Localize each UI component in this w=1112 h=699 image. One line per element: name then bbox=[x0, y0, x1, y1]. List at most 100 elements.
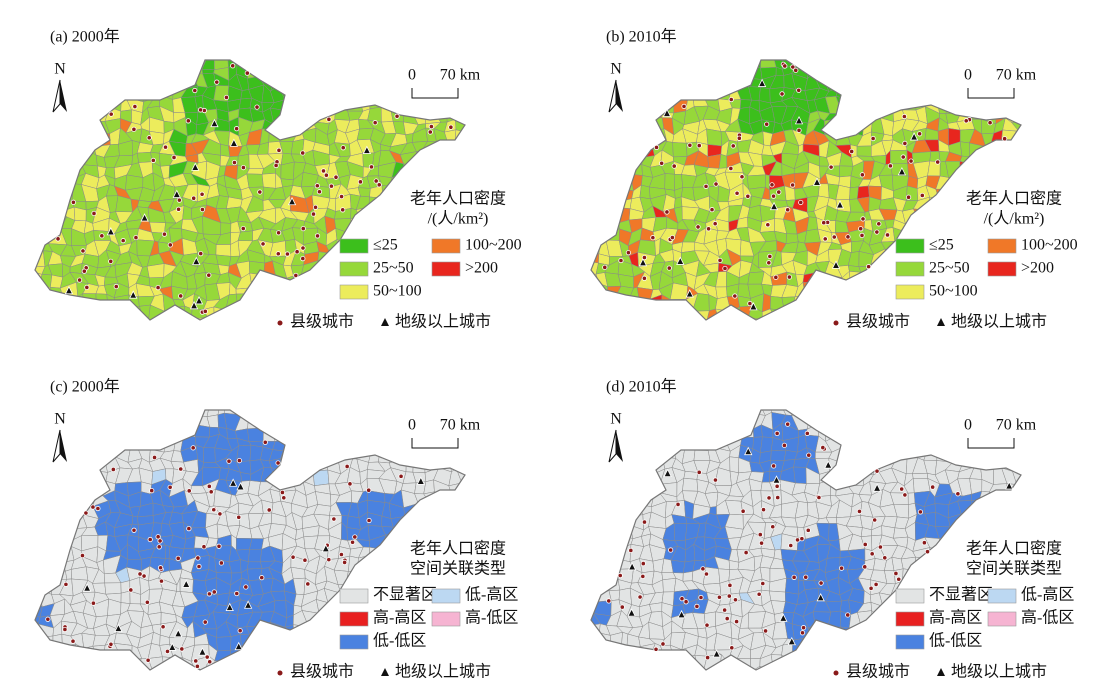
district bbox=[591, 455, 601, 473]
district bbox=[802, 318, 817, 320]
district bbox=[371, 567, 384, 580]
district bbox=[647, 63, 665, 81]
district bbox=[318, 61, 331, 82]
district bbox=[424, 526, 440, 541]
county-city bbox=[202, 308, 208, 314]
district bbox=[295, 417, 310, 428]
district bbox=[861, 410, 874, 420]
district bbox=[357, 570, 374, 584]
district bbox=[922, 656, 942, 670]
district bbox=[237, 230, 253, 242]
district bbox=[973, 457, 981, 469]
district bbox=[367, 424, 382, 438]
district bbox=[949, 423, 962, 441]
scale-bar bbox=[967, 438, 1015, 449]
district bbox=[591, 98, 599, 112]
district bbox=[478, 528, 495, 541]
district bbox=[849, 63, 864, 82]
county-city bbox=[376, 182, 382, 188]
legend-prefecture: 地级以上城市 bbox=[395, 313, 491, 331]
district bbox=[478, 634, 492, 648]
county-city bbox=[704, 622, 710, 628]
district bbox=[647, 410, 665, 415]
district bbox=[84, 468, 99, 485]
district bbox=[641, 410, 654, 415]
district bbox=[423, 514, 437, 530]
district bbox=[502, 492, 517, 508]
district bbox=[51, 570, 68, 580]
district bbox=[505, 87, 517, 97]
district bbox=[235, 317, 254, 320]
district bbox=[627, 112, 644, 125]
county-city bbox=[338, 193, 345, 200]
county-city bbox=[803, 574, 809, 580]
district bbox=[35, 445, 42, 460]
district bbox=[38, 635, 54, 649]
district bbox=[849, 438, 865, 447]
legend-label: >200 bbox=[1021, 260, 1054, 277]
district bbox=[850, 293, 860, 311]
county-city bbox=[259, 575, 265, 581]
district bbox=[118, 60, 132, 67]
district bbox=[615, 118, 632, 134]
county-city bbox=[217, 511, 223, 517]
district bbox=[446, 252, 463, 263]
county-city bbox=[290, 554, 296, 560]
district bbox=[592, 549, 612, 557]
district bbox=[696, 428, 706, 442]
district bbox=[684, 68, 696, 81]
district bbox=[356, 668, 371, 670]
district bbox=[591, 161, 601, 181]
district bbox=[642, 128, 653, 147]
district bbox=[356, 436, 372, 453]
district bbox=[885, 286, 895, 297]
district bbox=[1035, 414, 1050, 426]
county-city bbox=[198, 251, 204, 257]
district bbox=[357, 417, 374, 431]
district bbox=[682, 316, 698, 320]
scale-end: 70 km bbox=[996, 417, 1037, 434]
district bbox=[806, 308, 819, 320]
district bbox=[51, 561, 66, 572]
district bbox=[312, 80, 332, 90]
county-city bbox=[712, 477, 719, 483]
county-city bbox=[113, 283, 119, 290]
district bbox=[37, 513, 57, 528]
district bbox=[435, 637, 449, 648]
county-city bbox=[230, 63, 236, 69]
district bbox=[37, 554, 54, 573]
district bbox=[922, 412, 943, 428]
district bbox=[118, 63, 132, 80]
county-city bbox=[99, 233, 105, 239]
district bbox=[36, 133, 56, 147]
district bbox=[591, 252, 600, 264]
county-city bbox=[818, 580, 824, 586]
district bbox=[637, 426, 653, 441]
district bbox=[879, 60, 895, 64]
district bbox=[980, 440, 993, 453]
district bbox=[937, 435, 951, 451]
district bbox=[892, 60, 904, 69]
district bbox=[770, 449, 787, 461]
district bbox=[356, 653, 371, 670]
district bbox=[489, 648, 503, 662]
district bbox=[882, 96, 896, 114]
district bbox=[1059, 253, 1070, 264]
district bbox=[59, 456, 75, 472]
district bbox=[663, 671, 675, 684]
scale-bar bbox=[411, 88, 459, 99]
district bbox=[458, 489, 465, 503]
district bbox=[661, 75, 677, 93]
district bbox=[592, 516, 608, 524]
district bbox=[979, 96, 996, 111]
district bbox=[489, 297, 505, 309]
district bbox=[93, 74, 109, 92]
district bbox=[312, 106, 330, 125]
district bbox=[151, 667, 165, 670]
district bbox=[1003, 631, 1014, 651]
district bbox=[991, 153, 1004, 165]
district bbox=[628, 667, 642, 670]
district bbox=[981, 73, 997, 90]
district bbox=[379, 653, 393, 666]
district bbox=[978, 294, 993, 307]
